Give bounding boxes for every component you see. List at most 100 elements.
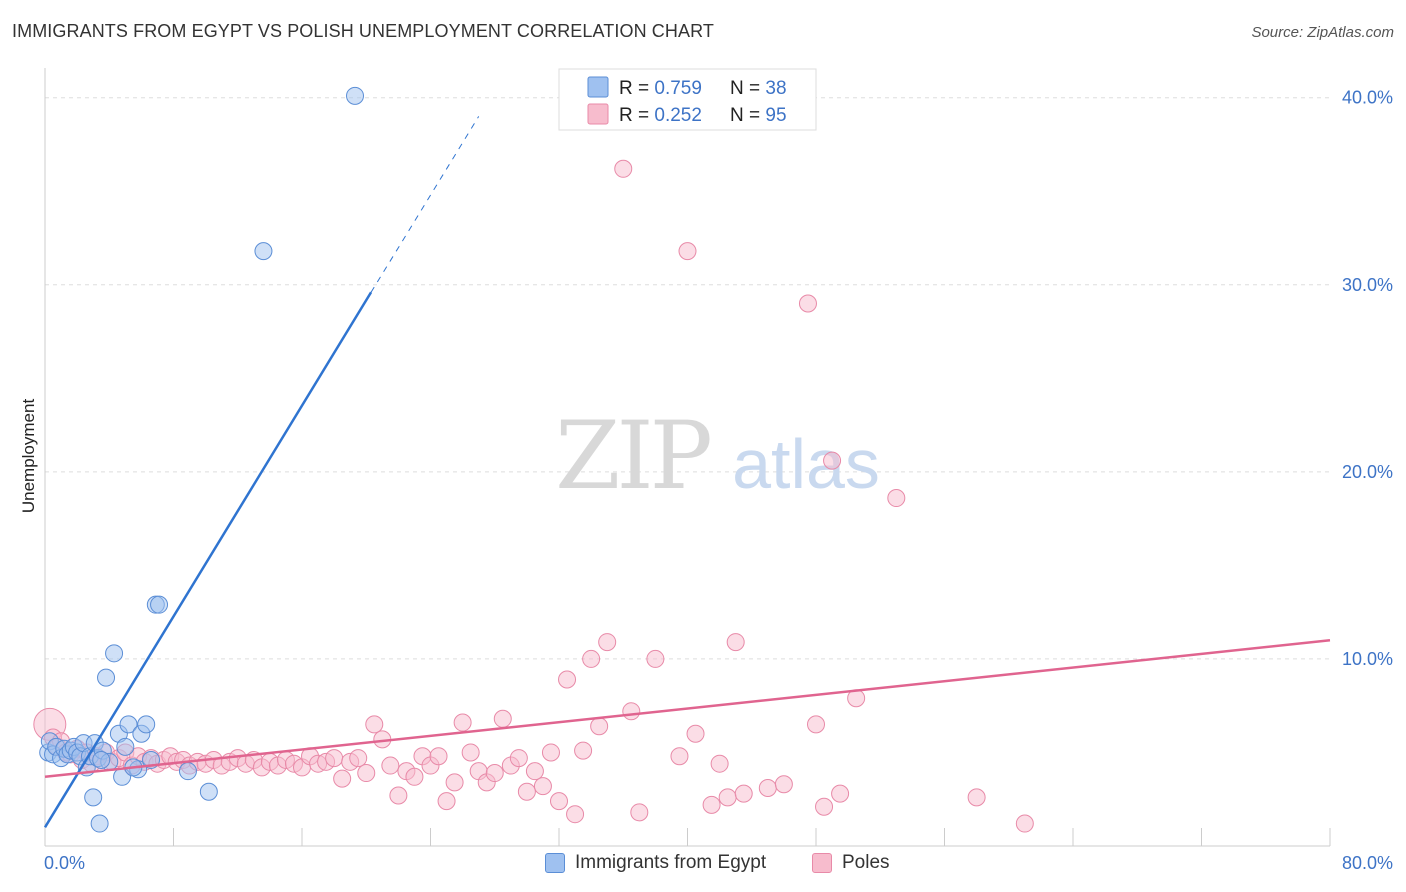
y-tick-label: 20.0% — [1342, 462, 1393, 482]
point-poles — [734, 784, 753, 803]
point-poles — [646, 649, 665, 668]
point-poles — [333, 769, 352, 788]
bottom-legend-swatch-egypt — [545, 853, 565, 873]
trendlines — [43, 116, 1331, 828]
point-poles — [389, 786, 408, 805]
point-poles — [726, 633, 745, 652]
point-poles — [815, 797, 834, 816]
point-poles — [381, 756, 400, 775]
point-egypt — [254, 242, 273, 261]
trendline-egypt — [43, 291, 373, 828]
point-poles — [429, 747, 448, 766]
point-poles — [758, 779, 777, 798]
y-tick-label: 40.0% — [1342, 88, 1393, 108]
point-poles — [541, 743, 560, 762]
point-poles — [702, 795, 721, 814]
series-egypt — [39, 86, 365, 833]
legend-n-value-egypt: 38 — [765, 78, 786, 99]
legend-swatch-poles — [587, 103, 609, 125]
point-poles — [493, 709, 512, 728]
legend-n-label: N = — [730, 78, 765, 99]
point-egypt — [199, 782, 218, 801]
legend-row-egypt: R = 0.759 — [619, 78, 702, 99]
watermark-zip: ZIP — [555, 402, 709, 511]
point-poles — [517, 782, 536, 801]
point-poles — [509, 749, 528, 768]
legend-n-poles: N = 95 — [730, 105, 787, 126]
point-egypt — [119, 715, 138, 734]
point-poles — [566, 805, 585, 824]
point-poles — [670, 747, 689, 766]
legend: R = 0.759 N = 38 R = 0.252 N = 95 — [558, 68, 817, 131]
y-axis-title: Unemployment — [19, 399, 38, 514]
x-tick-label: 0.0% — [44, 853, 85, 873]
watermark-atlas: atlas — [732, 425, 880, 503]
point-poles — [445, 773, 464, 792]
bottom-legend-label-poles: Poles — [842, 852, 890, 873]
point-poles — [550, 792, 568, 811]
point-poles — [349, 749, 368, 768]
point-poles — [437, 792, 456, 811]
bottom-legend-poles: Poles — [812, 852, 890, 874]
source-credit: Source: ZipAtlas.com — [1251, 24, 1394, 41]
point-poles — [807, 715, 825, 734]
tick-labels: 10.0% 20.0% 30.0% 40.0% 0.0% 80.0% — [44, 88, 1393, 873]
y-tick-label: 10.0% — [1342, 649, 1393, 669]
point-poles — [598, 633, 617, 652]
legend-r-value-poles: 0.252 — [654, 105, 702, 126]
point-poles — [823, 451, 842, 470]
trendline-poles — [44, 638, 1331, 779]
legend-n-value-poles: 95 — [765, 105, 786, 126]
point-poles — [590, 717, 609, 736]
point-poles — [485, 764, 504, 783]
point-egypt — [97, 668, 116, 687]
legend-r-value-egypt: 0.759 — [654, 78, 702, 99]
legend-n-egypt: N = 38 — [730, 78, 787, 99]
point-poles — [678, 242, 697, 261]
point-poles — [686, 724, 705, 743]
point-poles — [365, 715, 384, 734]
point-poles — [574, 741, 593, 760]
point-poles — [1015, 814, 1034, 833]
point-poles — [582, 649, 601, 668]
x-tick-label: 80.0% — [1342, 853, 1393, 873]
bottom-legend: Immigrants from Egypt Poles — [0, 852, 1406, 878]
point-poles — [798, 294, 817, 313]
legend-n-label: N = — [730, 105, 765, 126]
point-poles — [831, 784, 850, 803]
chart-title: IMMIGRANTS FROM EGYPT VS POLISH UNEMPLOY… — [12, 21, 714, 41]
point-egypt — [105, 644, 124, 663]
point-egypt — [137, 715, 156, 734]
point-poles — [405, 767, 424, 786]
point-poles — [325, 749, 344, 768]
point-egypt — [178, 762, 197, 781]
point-poles — [967, 788, 986, 807]
legend-row-poles: R = 0.252 — [619, 105, 702, 126]
point-poles — [461, 743, 480, 762]
trendline-egypt-extension — [370, 116, 480, 293]
gridlines — [45, 97, 1330, 660]
point-poles — [622, 702, 641, 721]
point-poles — [887, 489, 906, 508]
bottom-legend-swatch-poles — [812, 853, 832, 873]
point-poles — [533, 777, 552, 796]
point-egypt — [116, 737, 135, 756]
legend-r-label: R = — [619, 105, 654, 126]
point-egypt — [84, 788, 103, 807]
watermark: ZIP atlas — [555, 402, 880, 511]
point-poles — [630, 803, 649, 822]
point-egypt — [92, 750, 111, 769]
series-poles — [33, 159, 1034, 833]
point-poles — [774, 775, 793, 794]
point-egypt — [346, 86, 365, 105]
point-poles — [453, 713, 472, 732]
point-egypt — [150, 595, 169, 614]
point-egypt — [90, 814, 109, 833]
point-poles — [710, 754, 729, 773]
legend-r-label: R = — [619, 78, 654, 99]
bottom-legend-egypt: Immigrants from Egypt — [545, 852, 766, 874]
bottom-legend-label-egypt: Immigrants from Egypt — [575, 852, 767, 873]
point-poles — [558, 670, 577, 689]
point-poles — [525, 762, 544, 781]
